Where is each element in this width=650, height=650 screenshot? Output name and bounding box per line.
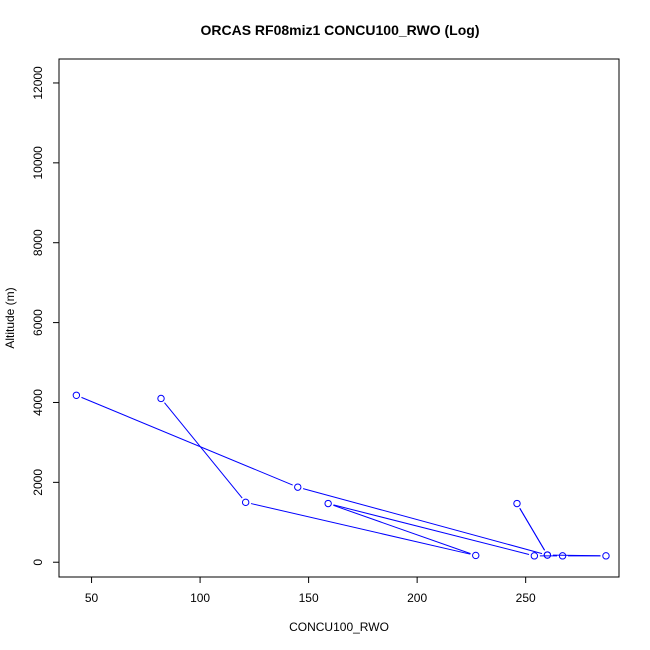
x-tick-label: 100 — [190, 591, 210, 605]
y-tick-label: 10000 — [31, 146, 45, 180]
y-tick-label: 4000 — [31, 389, 45, 416]
x-axis: 50 100 150 200 250 — [85, 576, 536, 605]
series-line-segment — [250, 503, 471, 555]
series-layer — [72, 391, 610, 560]
y-axis-label: Altitude (m) — [3, 287, 17, 348]
data-point — [157, 394, 165, 403]
x-tick-label: 200 — [407, 591, 427, 605]
series-line-segment — [519, 507, 546, 551]
data-point — [72, 391, 81, 399]
data-point — [294, 483, 302, 491]
data-point — [241, 498, 250, 507]
y-tick-label: 6000 — [31, 309, 45, 336]
chart-title: ORCAS RF08miz1 CONCU100_RWO (Log) — [200, 22, 479, 38]
x-tick-label: 250 — [516, 591, 536, 605]
data-point — [530, 552, 539, 560]
data-point — [513, 499, 521, 508]
y-axis: 0 2000 4000 6000 8000 10000 12000 — [31, 66, 60, 566]
data-point — [602, 552, 610, 560]
data-point — [472, 551, 480, 560]
series-line-segment — [164, 402, 243, 499]
y-tick-label: 2000 — [31, 469, 45, 496]
data-point — [558, 552, 567, 560]
data-point — [324, 499, 332, 508]
series-line-segment — [302, 488, 543, 555]
series-line-segment — [81, 396, 293, 486]
x-axis-label: CONCU100_RWO — [289, 620, 389, 634]
y-tick-label: 12000 — [31, 66, 45, 100]
series-line-segment — [333, 504, 471, 555]
x-tick-label: 50 — [85, 591, 99, 605]
y-tick-label: 0 — [31, 559, 45, 566]
plot-frame — [58, 58, 620, 578]
data-point — [543, 551, 552, 559]
series-line-segment — [333, 504, 530, 555]
y-tick-label: 8000 — [31, 229, 45, 256]
x-tick-label: 150 — [299, 591, 319, 605]
